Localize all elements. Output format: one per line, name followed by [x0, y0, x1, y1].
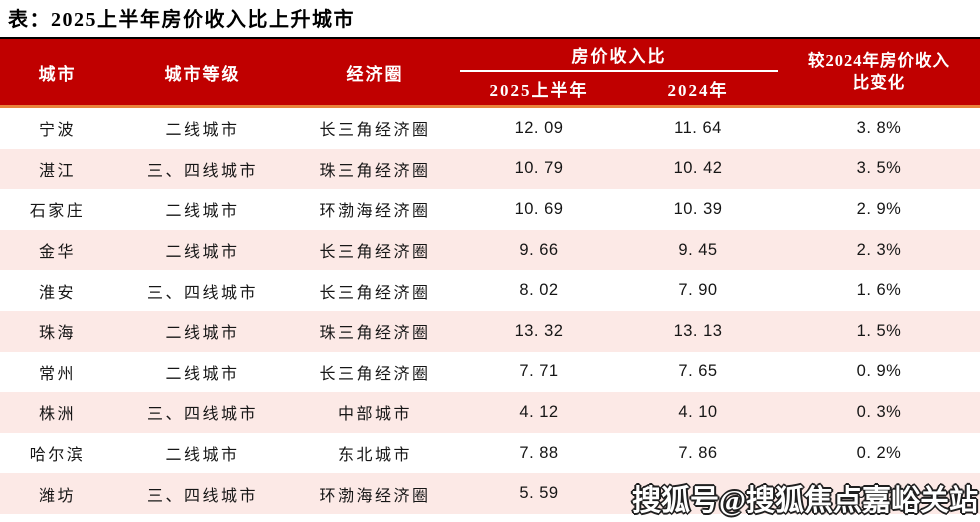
- cell-tier: 三、四线城市: [146, 406, 258, 424]
- header-tier: 城市等级: [164, 64, 241, 84]
- cell-2025h1: 12. 09: [514, 118, 564, 137]
- cell-city: 常州: [38, 365, 76, 383]
- cell-city: 哈尔滨: [29, 447, 86, 465]
- cell-change: 2. 9%: [856, 199, 902, 218]
- table-row: 石家庄 二线城市 环渤海经济圈 10. 69 10. 39 2. 9%: [0, 189, 980, 230]
- cell-city: 石家庄: [29, 203, 86, 221]
- accent-divider: [0, 105, 980, 108]
- cell-2024: 13. 13: [673, 321, 723, 340]
- cell-2025h1: 5. 59: [519, 484, 559, 503]
- cell-change: 1. 5%: [856, 321, 902, 340]
- cell-2024: 4. 10: [678, 402, 718, 421]
- cell-change: 1. 6%: [856, 281, 902, 300]
- cell-2025h1: 13. 32: [514, 321, 564, 340]
- cell-zone: 珠三角经济圈: [319, 325, 431, 343]
- cell-2024: 10. 42: [673, 159, 723, 178]
- cell-2024: 7. 90: [678, 281, 718, 300]
- cell-city: 潍坊: [38, 487, 76, 505]
- cell-zone: 环渤海经济圈: [319, 203, 431, 221]
- table-header: 城市 城市等级 经济圈 房价收入比 2025上半年 2024年 较2024年房价…: [0, 39, 980, 105]
- cell-2025h1: 7. 71: [519, 362, 559, 381]
- cell-change: 0. 3%: [856, 402, 902, 421]
- header-change-line2: 比变化: [852, 73, 906, 92]
- cell-zone: 长三角经济圈: [319, 244, 431, 262]
- header-change: 较2024年房价收入 比变化: [778, 39, 980, 105]
- cell-tier: 二线城市: [165, 325, 240, 343]
- cell-tier: 三、四线城市: [146, 487, 258, 505]
- cell-change: 3. 5%: [856, 159, 902, 178]
- table-row: 潍坊 三、四线城市 环渤海经济圈 5. 59 5. 58 0. 2%: [0, 473, 980, 514]
- cell-2024: 5. 58: [678, 484, 718, 503]
- cell-city: 金华: [38, 244, 76, 262]
- cell-city: 湛江: [38, 162, 76, 180]
- cell-zone: 长三角经济圈: [319, 365, 431, 383]
- table-row: 株洲 三、四线城市 中部城市 4. 12 4. 10 0. 3%: [0, 392, 980, 433]
- table-row: 常州 二线城市 长三角经济圈 7. 71 7. 65 0. 9%: [0, 351, 980, 393]
- cell-2025h1: 4. 12: [519, 402, 559, 421]
- cell-city: 珠海: [38, 325, 76, 343]
- table-row: 湛江 三、四线城市 珠三角经济圈 10. 79 10. 42 3. 5%: [0, 148, 980, 190]
- cell-change: 0. 2%: [856, 484, 902, 503]
- header-2025h1: 2025上半年: [489, 81, 589, 100]
- header-city: 城市: [38, 64, 77, 84]
- cell-2024: 9. 45: [678, 240, 718, 259]
- cell-change: 0. 9%: [856, 362, 902, 381]
- cell-tier: 二线城市: [165, 244, 240, 262]
- cell-zone: 中部城市: [337, 406, 412, 424]
- cell-change: 2. 3%: [856, 240, 902, 259]
- cell-tier: 二线城市: [165, 447, 240, 465]
- header-zone: 经济圈: [346, 64, 404, 84]
- cell-zone: 珠三角经济圈: [319, 162, 431, 180]
- table-row: 金华 二线城市 长三角经济圈 9. 66 9. 45 2. 3%: [0, 229, 980, 271]
- table-body: 宁波 二线城市 长三角经济圈 12. 09 11. 64 3. 8% 湛江 三、…: [0, 108, 980, 514]
- cell-2024: 11. 64: [674, 118, 722, 137]
- table-title: 表：2025上半年房价收入比上升城市: [8, 9, 355, 31]
- cell-2024: 10. 39: [673, 199, 723, 218]
- cell-change: 0. 2%: [856, 443, 902, 462]
- sohu-watermark: 搜狐号@搜狐焦点嘉峪关站: [632, 485, 978, 517]
- table-row: 珠海 二线城市 珠三角经济圈 13. 32 13. 13 1. 5%: [0, 310, 980, 352]
- cell-tier: 三、四线城市: [146, 284, 258, 302]
- cell-change: 3. 8%: [856, 118, 902, 137]
- cell-2025h1: 10. 79: [514, 159, 564, 178]
- header-ratio-group-label: 房价收入比: [460, 39, 778, 72]
- cell-tier: 二线城市: [165, 122, 240, 140]
- header-ratio-group: 房价收入比 2025上半年 2024年: [460, 39, 778, 105]
- cell-zone: 长三角经济圈: [319, 122, 431, 140]
- cell-city: 株洲: [38, 406, 76, 424]
- top-rule: [0, 37, 980, 39]
- cell-2025h1: 10. 69: [514, 199, 564, 218]
- cell-2024: 7. 65: [678, 362, 718, 381]
- cell-2025h1: 9. 66: [519, 240, 559, 259]
- header-change-line1: 较2024年房价收入: [808, 50, 950, 70]
- cell-tier: 二线城市: [165, 365, 240, 383]
- cell-zone: 长三角经济圈: [319, 284, 431, 302]
- table-row: 宁波 二线城市 长三角经济圈 12. 09 11. 64 3. 8%: [0, 108, 980, 149]
- cell-city: 淮安: [38, 284, 76, 302]
- cell-2024: 7. 86: [678, 443, 718, 462]
- cell-zone: 东北城市: [337, 447, 412, 465]
- header-ratio-subrow: 2025上半年 2024年: [460, 72, 778, 105]
- cell-city: 宁波: [38, 122, 76, 140]
- table-row: 哈尔滨 二线城市 东北城市 7. 88 7. 86 0. 2%: [0, 432, 980, 474]
- cell-tier: 二线城市: [165, 203, 240, 221]
- header-2024: 2024年: [667, 81, 729, 100]
- table-row: 淮安 三、四线城市 长三角经济圈 8. 02 7. 90 1. 6%: [0, 270, 980, 311]
- cell-zone: 环渤海经济圈: [319, 487, 431, 505]
- cell-2025h1: 7. 88: [519, 443, 559, 462]
- cell-2025h1: 8. 02: [519, 281, 559, 300]
- cell-tier: 三、四线城市: [146, 162, 258, 180]
